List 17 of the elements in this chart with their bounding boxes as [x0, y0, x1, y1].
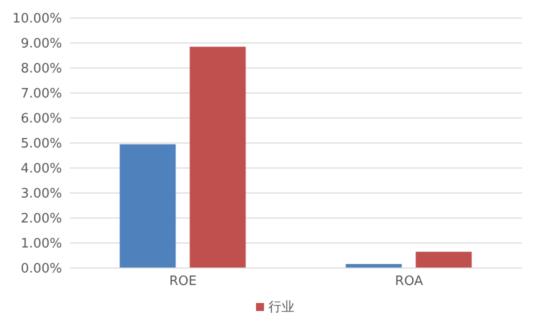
- y-tick-label: 1.00%: [20, 236, 62, 252]
- y-tick-label: 7.00%: [20, 86, 62, 102]
- y-tick-label: 3.00%: [20, 186, 62, 202]
- bar: [416, 252, 472, 268]
- bar: [190, 46, 246, 268]
- x-tick-label: ROE: [169, 274, 197, 290]
- y-tick-label: 8.00%: [20, 62, 62, 77]
- y-tick-label: 0.00%: [20, 262, 62, 277]
- y-tick-label: 2.00%: [20, 212, 62, 227]
- x-tick-label: ROA: [395, 274, 424, 290]
- y-tick-label: 9.00%: [20, 36, 62, 52]
- y-tick-label: 10.00%: [12, 12, 62, 27]
- y-tick-label: 6.00%: [20, 112, 62, 127]
- y-tick-label: 5.00%: [20, 136, 62, 152]
- bar: [120, 144, 176, 268]
- legend-label: 行业: [268, 299, 294, 316]
- y-tick-label: 4.00%: [20, 162, 62, 177]
